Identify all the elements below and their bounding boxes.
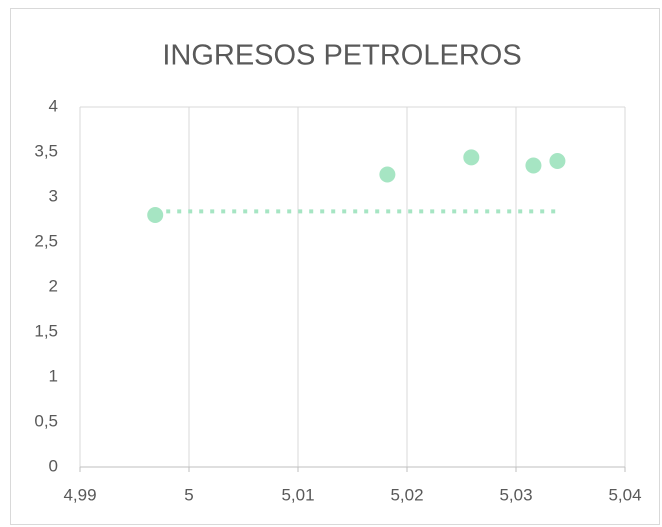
y-tick-label: 2,5 — [34, 231, 58, 250]
x-tick-label: 5 — [184, 485, 193, 504]
x-tick-label: 5,02 — [390, 485, 423, 504]
x-tick-label: 5,01 — [281, 485, 314, 504]
y-tick-label: 2 — [49, 276, 58, 295]
point — [549, 153, 566, 169]
y-tick-label: 0,5 — [34, 411, 58, 430]
x-tick-label: 5,04 — [608, 485, 641, 504]
x-tick-label: 5,03 — [499, 485, 532, 504]
point — [379, 166, 396, 183]
point — [525, 157, 542, 174]
y-tick-label: 3,5 — [34, 141, 58, 160]
chart-border — [10, 8, 660, 525]
y-tick-label: 1,5 — [34, 321, 58, 340]
y-tick-label: 1 — [49, 366, 58, 385]
point — [147, 207, 164, 223]
point — [463, 149, 480, 166]
y-tick-label: 4 — [49, 96, 58, 115]
y-tick-label: 0 — [49, 456, 58, 475]
chart-title: INGRESOS PETROLEROS — [162, 40, 521, 72]
y-tick-label: 3 — [49, 186, 58, 205]
x-tick-label: 4,99 — [63, 485, 96, 504]
